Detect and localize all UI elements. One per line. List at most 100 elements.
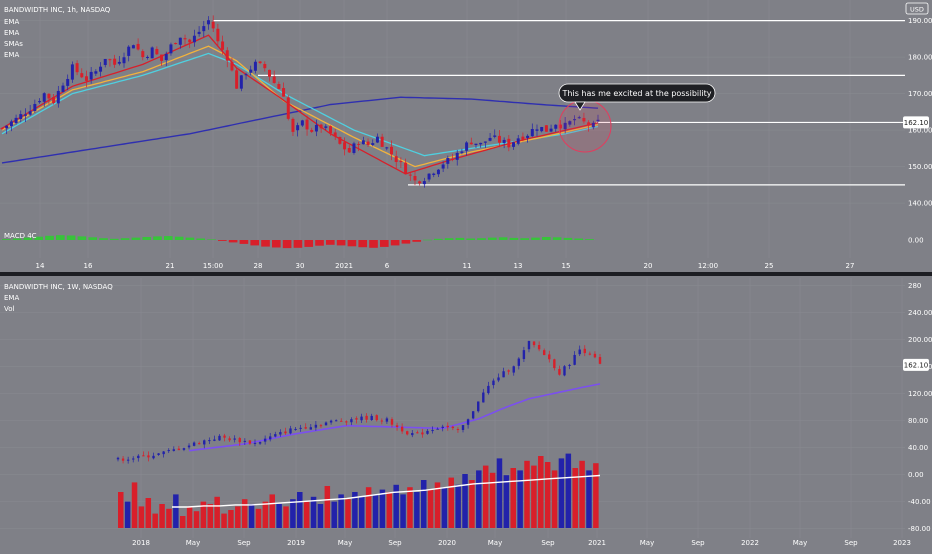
macd-bar xyxy=(326,240,335,245)
hourly-candle xyxy=(282,82,286,97)
macd-bar xyxy=(239,240,249,244)
indicator-label-smas[interactable]: SMAs xyxy=(4,40,23,48)
indicator-label-ema-2[interactable]: EMA xyxy=(4,29,19,37)
candle-body xyxy=(216,28,220,42)
weekly-candle-body xyxy=(512,366,515,373)
candle-body xyxy=(75,63,79,73)
macd-label[interactable]: MACD 4C xyxy=(4,232,37,240)
macd-bar xyxy=(99,238,108,240)
macd-bar xyxy=(401,240,411,244)
weekly-candle xyxy=(253,439,257,447)
weekly-candle xyxy=(436,427,439,430)
volume-bar xyxy=(414,492,420,528)
candle-body xyxy=(127,46,131,56)
pane-divider[interactable] xyxy=(0,272,932,276)
hourly-candle xyxy=(131,44,135,49)
hourly-candle xyxy=(33,99,37,113)
weekly-candle-body xyxy=(578,349,581,355)
hourly-candle xyxy=(530,123,534,137)
weekly-candle xyxy=(126,456,130,464)
macd-bar xyxy=(336,240,346,246)
top-time-axis[interactable]: 14 16 21 15:00 28 30 2021 6 11 13 15 20 12:00 25 27 xyxy=(36,262,855,270)
top-x-tick-label: 6 xyxy=(385,262,390,270)
weekly-candle xyxy=(213,435,216,442)
hourly-candle xyxy=(300,119,304,127)
hourly-candle xyxy=(404,158,408,175)
weekly-candle xyxy=(263,435,267,445)
macd-bar xyxy=(88,237,98,240)
weekly-candle-body xyxy=(355,418,358,420)
candle-body xyxy=(451,158,455,160)
top-price-axis[interactable]: 190.00 180.00 170.00 160.00 150.00 140.00 162.… xyxy=(903,17,932,208)
volume-bar xyxy=(420,480,427,528)
volume-bar xyxy=(324,486,331,528)
volume-bar xyxy=(352,492,358,528)
bottom-price-axis[interactable]: 280240.00200.00160.00120.0080.0040.000.0… xyxy=(903,282,932,533)
horizontal-levels[interactable] xyxy=(213,20,905,186)
weekly-candle-body xyxy=(152,455,155,459)
weekly-candle-body xyxy=(304,427,307,429)
macd-bar xyxy=(131,237,141,240)
weekly-candle xyxy=(411,430,414,438)
macd-bar xyxy=(185,237,195,240)
candle-body xyxy=(282,88,286,97)
annotation-layer[interactable]: This has me excited at the possibility xyxy=(558,83,716,153)
weekly-candle xyxy=(238,436,241,446)
weekly-candle-body xyxy=(157,453,160,455)
currency-badge[interactable] xyxy=(905,2,929,15)
bottom-y-tick-label: 0.00 xyxy=(908,471,924,479)
candle-body xyxy=(155,48,159,55)
hourly-candle xyxy=(42,92,46,107)
macd-bar xyxy=(542,237,551,240)
weekly-candle xyxy=(314,420,318,431)
weekly-candle-body xyxy=(553,359,556,369)
macd-bar xyxy=(153,236,162,240)
weekly-candle-body xyxy=(126,459,130,461)
bottom-indicator-vol[interactable]: Vol xyxy=(4,305,15,313)
weekly-candle-body xyxy=(329,420,333,423)
top-last-price-tag[interactable] xyxy=(903,116,929,129)
weekly-candle-body xyxy=(203,440,206,445)
candle-body xyxy=(94,71,98,74)
top-x-tick-label: 11 xyxy=(463,262,472,270)
weekly-candle xyxy=(527,340,531,353)
hourly-candle xyxy=(19,110,23,123)
candle-body xyxy=(19,114,23,120)
candle-body xyxy=(404,162,408,175)
sma-long-layer xyxy=(1,96,599,164)
weekly-candle-body xyxy=(309,427,312,430)
weekly-candle-body xyxy=(289,428,292,434)
hourly-candle xyxy=(249,65,253,76)
hourly-candle xyxy=(329,125,333,136)
weekly-candle xyxy=(121,455,125,464)
weekly-candle-body xyxy=(177,448,181,451)
hourly-candle xyxy=(56,85,60,108)
candle-body xyxy=(549,128,553,132)
weekly-candle xyxy=(390,417,394,428)
hourly-candle xyxy=(582,112,586,124)
weekly-candle xyxy=(218,434,221,441)
indicator-label-ema-1[interactable]: EMA xyxy=(4,18,19,26)
volume-bar xyxy=(538,456,544,528)
weekly-candle-body xyxy=(436,428,439,430)
bottom-indicator-ema[interactable]: EMA xyxy=(4,294,19,302)
bottom-last-price-tag[interactable] xyxy=(903,358,929,371)
hourly-candle xyxy=(253,59,257,74)
annotation-bubble[interactable] xyxy=(558,83,716,103)
weekly-candle xyxy=(456,427,460,433)
candle-body xyxy=(0,128,4,130)
bottom-time-axis[interactable]: 2018 May Sep 2019 May Sep 2020 May Sep 2021 May Sep… xyxy=(132,539,911,547)
macd-bar xyxy=(174,236,184,240)
macd-bar xyxy=(509,237,519,240)
hourly-candle xyxy=(512,141,516,150)
weekly-candle-body xyxy=(182,448,186,450)
volume-bar xyxy=(524,460,530,528)
volume-bar xyxy=(558,458,565,528)
hourly-candle xyxy=(122,52,126,68)
macd-bar xyxy=(250,240,260,246)
candle-body xyxy=(291,118,295,132)
indicator-label-ema-3[interactable]: EMA xyxy=(4,51,19,59)
volume-bar xyxy=(255,508,262,528)
weekly-candle-body xyxy=(258,442,262,444)
sma-long-line xyxy=(1,96,599,164)
